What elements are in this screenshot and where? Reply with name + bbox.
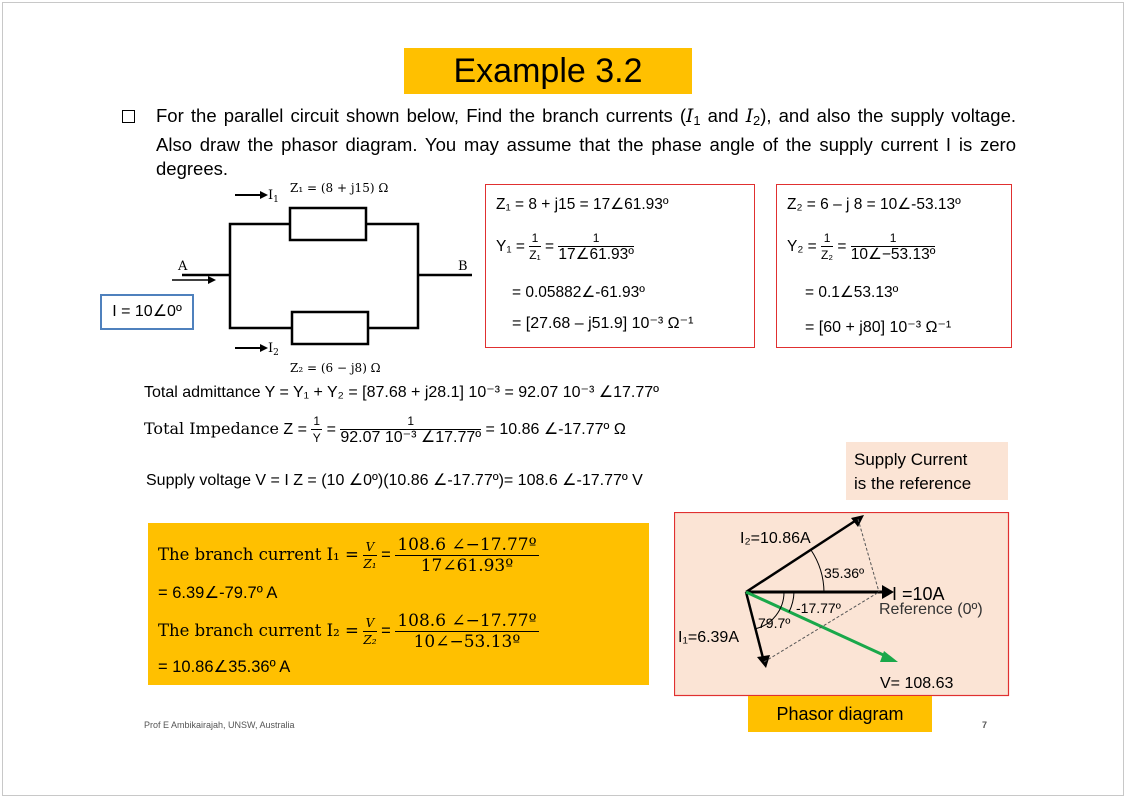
y1-line: Y₁ = 1 Z₁ = 1 17∠61.93º bbox=[496, 231, 634, 263]
branch-i1-frac1: V Z₁ bbox=[363, 539, 377, 571]
branch-i1-row: The branch current I₁ = V Z₁ = 108.6 ∠−17… bbox=[158, 535, 539, 576]
branch-i1-result: = 6.39∠-79.7º A bbox=[158, 584, 278, 602]
y2-label: Y₂ = bbox=[787, 238, 817, 256]
problem-text-2: ), and also the supply voltage. Also dra… bbox=[156, 105, 1016, 179]
phasor-diagram: I₂=10.86A 35.36º I =10A Reference (0º) -… bbox=[674, 512, 1010, 697]
reference-note-line2: is the reference bbox=[854, 474, 972, 493]
z1-line: Z₁ = 8 + j15 = 17∠61.93º bbox=[496, 196, 669, 213]
checkbox-bullet-icon bbox=[122, 110, 135, 123]
circuit-z2-label: Z₂ = (6 − j8) Ω bbox=[290, 361, 381, 375]
reference-note: Supply Current is the reference bbox=[846, 442, 1008, 500]
problem-and: and bbox=[700, 105, 746, 126]
z2-line: Z₂ = 6 – j 8 = 10∠-53.13º bbox=[787, 196, 961, 213]
impedance-result: = 10.86 ∠-17.77º Ω bbox=[485, 421, 626, 439]
y1-polar: = 0.05882∠-61.93º bbox=[512, 284, 645, 301]
impedance-prefix: Total Impedance bbox=[144, 419, 279, 439]
phasor-angle-17: -17.77º bbox=[796, 600, 841, 616]
page-number: 7 bbox=[982, 720, 988, 730]
z1-resistor bbox=[288, 206, 368, 242]
phasor-angle-35: 35.36º bbox=[824, 565, 864, 581]
phasor-reference-label: Reference (0º) bbox=[879, 601, 983, 618]
parallel-circuit-diagram: I1 Z₁ = (8 + j15) Ω I2 Z₂ = (6 − j8) Ω A… bbox=[172, 181, 472, 375]
branch-i2-result: = 10.86∠35.36º A bbox=[158, 658, 291, 676]
phasor-i2-label: I₂=10.86A bbox=[740, 530, 811, 547]
phasor-i-label: I =10A bbox=[892, 584, 945, 604]
i1-subscript: 1 bbox=[693, 113, 701, 128]
y2-frac1: 1 Z₂ bbox=[821, 231, 834, 262]
supply-voltage: Supply voltage V = I Z = (10 ∠0º)(10.86 … bbox=[146, 472, 643, 489]
impedance-frac2: 1 92.07 10⁻³ ∠17.77º bbox=[340, 414, 482, 446]
y2-line: Y₂ = 1 Z₂ = 1 10∠−53.13º bbox=[787, 231, 936, 263]
i1-phasor bbox=[744, 591, 766, 663]
y2-rect: = [60 + j80] 10⁻³ Ω⁻¹ bbox=[805, 319, 952, 336]
y1-label: Y₁ = bbox=[496, 238, 525, 256]
total-admittance: Total admittance Y = Y₁ + Y₂ = [87.68 + … bbox=[144, 384, 659, 401]
branch-i2-frac2: 108.6 ∠−17.77º 10∠−53.13º bbox=[395, 611, 539, 652]
supply-current-box: I = 10∠0º bbox=[100, 294, 194, 330]
z1-calc-box: Z₁ = 8 + j15 = 17∠61.93º Y₁ = 1 Z₁ = 1 17∠… bbox=[485, 184, 755, 348]
footer-author: Prof E Ambikairajah, UNSW, Australia bbox=[144, 720, 295, 730]
y2-frac2: 1 10∠−53.13º bbox=[850, 231, 936, 263]
phasor-i1-label: I₁=6.39A bbox=[678, 629, 739, 646]
i2-phasor bbox=[745, 517, 859, 594]
circuit-i2-label: I2 bbox=[268, 341, 279, 358]
z2-resistor bbox=[290, 310, 370, 346]
reference-note-line1: Supply Current bbox=[854, 450, 968, 469]
branch-i2-row: The branch current I₂ = V Z₂ = 108.6 ∠−17… bbox=[158, 611, 539, 652]
node-a-label: A bbox=[177, 259, 188, 274]
problem-statement: For the parallel circuit shown below, Fi… bbox=[156, 104, 1016, 181]
branch-currents-box: The branch current I₁ = V Z₁ = 108.6 ∠−17… bbox=[148, 523, 649, 685]
phasor-caption: Phasor diagram bbox=[748, 696, 932, 732]
y2-polar: = 0.1∠53.13º bbox=[805, 284, 899, 301]
z2-calc-box: Z₂ = 6 – j 8 = 10∠-53.13º Y₂ = 1 Z₂ = 1 10… bbox=[776, 184, 1012, 348]
branch-i2-frac1: V Z₂ bbox=[363, 615, 377, 647]
slide-title: Example 3.2 bbox=[404, 48, 692, 94]
y1-rect: = [27.68 – j51.9] 10⁻³ Ω⁻¹ bbox=[512, 315, 694, 332]
phasor-v-label: V= 108.63 bbox=[880, 675, 954, 692]
i2-subscript: 2 bbox=[753, 113, 761, 128]
voltage-phasor bbox=[745, 590, 891, 660]
circuit-z1-label: Z₁ = (8 + j15) Ω bbox=[290, 181, 388, 195]
circuit-i1-label: I1 bbox=[268, 188, 279, 205]
i2-symbol: I bbox=[745, 106, 753, 127]
y1-frac2: 1 17∠61.93º bbox=[558, 231, 634, 263]
node-b-label: B bbox=[458, 259, 468, 274]
problem-text-1: For the parallel circuit shown below, Fi… bbox=[156, 105, 687, 126]
branch-i1-frac2: 108.6 ∠−17.77º 17∠61.93º bbox=[395, 535, 539, 576]
i1-symbol: I bbox=[686, 106, 694, 127]
phasor-angle-79: 79.7º bbox=[758, 615, 790, 631]
y1-frac1: 1 Z₁ bbox=[529, 231, 541, 262]
